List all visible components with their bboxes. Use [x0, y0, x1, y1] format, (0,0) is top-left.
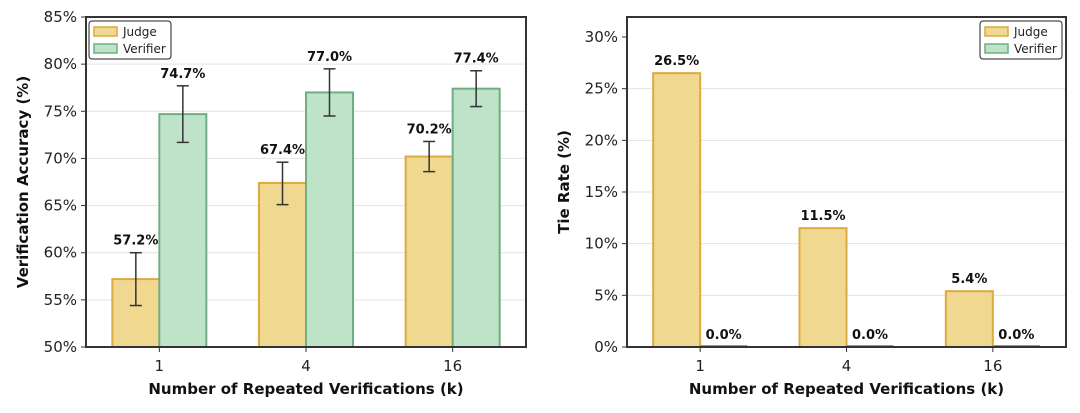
- plot-frame: [626, 16, 1067, 348]
- y-axis-label: Tie Rate (%): [555, 130, 573, 234]
- bar-judge-k4: [798, 227, 848, 349]
- data-label: 77.4%: [454, 52, 499, 67]
- legend-label-verifier: Verifier: [123, 42, 166, 56]
- bar-verifier-k1: [158, 113, 208, 348]
- y-tick-label: 75%: [44, 102, 77, 120]
- bar-verifier-k4: [305, 91, 354, 348]
- x-tick-label: 4: [301, 357, 311, 375]
- legend-label-judge: Judge: [122, 25, 157, 39]
- y-tick-label: 80%: [44, 55, 77, 73]
- y-tick-label: 15%: [585, 183, 618, 201]
- data-label: 57.2%: [113, 234, 158, 249]
- verification-accuracy-chart: 50% 55% 60% 65% 70% 75% 80% 85% 57.2% 74.7% 1 67.4%…: [14, 8, 527, 398]
- y-tick-label: 0%: [594, 338, 618, 356]
- y-tick-label: 65%: [44, 197, 77, 215]
- y-tick-label: 30%: [585, 28, 618, 46]
- data-label: 26.5%: [654, 54, 699, 69]
- data-label: 0.0%: [706, 328, 742, 343]
- data-label: 0.0%: [852, 328, 888, 343]
- legend-swatch-judge: [984, 26, 1009, 37]
- y-tick-label: 10%: [585, 235, 618, 253]
- bar-judge-k16: [944, 290, 994, 349]
- y-tick-label: 85%: [44, 8, 77, 26]
- legend: Judge Verifier: [979, 20, 1063, 60]
- data-label: 67.4%: [260, 143, 305, 158]
- plot-frame: [85, 16, 527, 348]
- x-axis-label: Number of Repeated Verifications (k): [689, 380, 1004, 398]
- data-label: 5.4%: [951, 272, 987, 287]
- y-tick-label: 70%: [44, 149, 77, 167]
- x-tick-label: 4: [842, 357, 852, 375]
- y-tick-label: 50%: [44, 338, 77, 356]
- y-tick-label: 55%: [44, 291, 77, 309]
- bar-judge-k4: [258, 181, 307, 348]
- x-tick-label: 1: [155, 357, 165, 375]
- data-label: 0.0%: [998, 328, 1034, 343]
- data-label: 74.7%: [160, 67, 205, 82]
- legend-swatch-judge: [93, 26, 118, 37]
- bar-judge-k16: [404, 155, 454, 348]
- x-axis-label: Number of Repeated Verifications (k): [148, 380, 463, 398]
- x-tick-label: 16: [983, 357, 1002, 375]
- tie-rate-chart: 0%5%10%15%20%25%30%26.5%0.0%111.5%0.0%45…: [555, 16, 1067, 398]
- bar-judge-k1: [652, 72, 702, 349]
- legend: Judge Verifier: [88, 20, 172, 60]
- bar-verifier-k16: [451, 87, 501, 349]
- legend-swatch-verifier: [93, 43, 118, 54]
- y-axis-label: Verification Accuracy (%): [14, 76, 32, 288]
- legend-label-judge: Judge: [1013, 25, 1048, 39]
- y-tick-label: 20%: [585, 131, 618, 149]
- data-label: 70.2%: [407, 122, 452, 137]
- y-tick-label: 60%: [44, 244, 77, 262]
- x-tick-label: 16: [443, 357, 462, 375]
- data-label: 77.0%: [307, 50, 352, 65]
- data-label: 11.5%: [800, 209, 845, 224]
- y-tick-label: 25%: [585, 80, 618, 98]
- legend-swatch-verifier: [984, 43, 1009, 54]
- legend-label-verifier: Verifier: [1014, 42, 1057, 56]
- y-tick-label: 5%: [594, 286, 618, 304]
- x-tick-label: 1: [695, 357, 705, 375]
